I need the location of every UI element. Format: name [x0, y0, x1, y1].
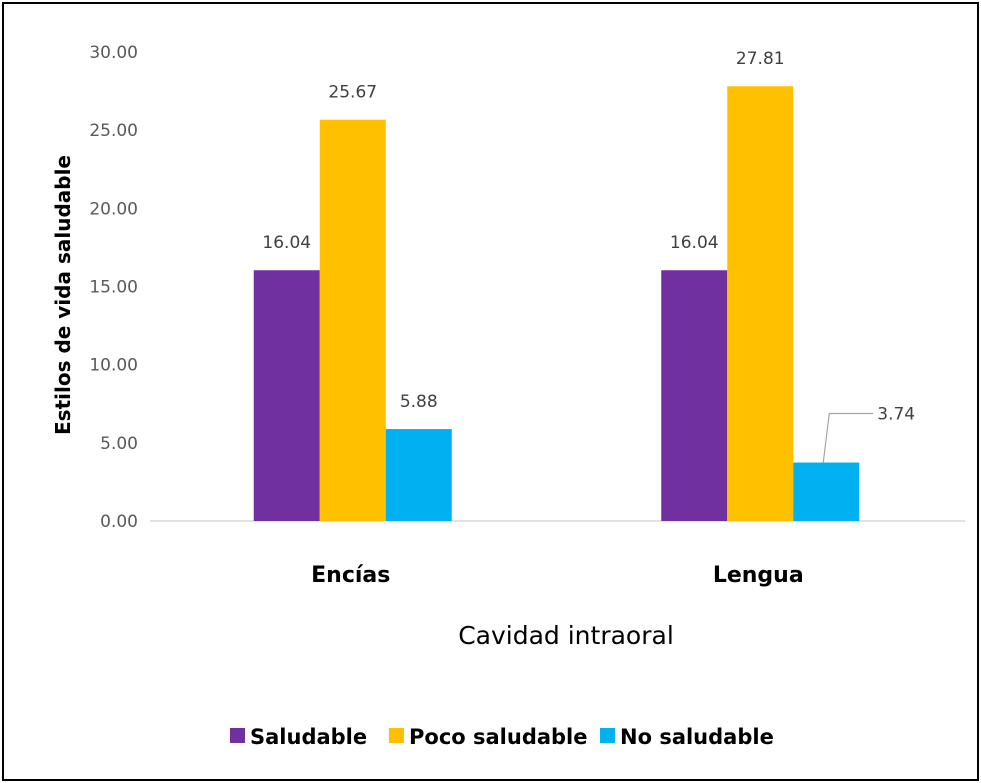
data-label: 16.04: [670, 233, 719, 253]
leader-line: [822, 412, 874, 463]
legend-swatch: [230, 728, 245, 743]
data-label: 5.88: [400, 392, 438, 412]
category-label: Lengua: [713, 563, 804, 588]
bar: [385, 429, 452, 521]
data-label: 27.81: [736, 49, 785, 69]
x-axis-title: Cavidad intraoral: [458, 621, 674, 650]
y-tick-label: 20.00: [89, 199, 138, 219]
legend-swatch: [600, 728, 615, 743]
y-tick-label: 25.00: [89, 121, 138, 141]
legend-label: Saludable: [250, 725, 367, 749]
y-axis-title: Estilos de vida saludable: [51, 155, 75, 435]
y-tick-label: 10.00: [89, 356, 138, 376]
bar: [319, 119, 386, 522]
data-label: 3.74: [877, 405, 915, 425]
legend-label: No saludable: [620, 725, 774, 749]
x-axis-categories: Encías Lengua: [311, 563, 804, 588]
bars: [253, 86, 860, 522]
data-label: 25.67: [328, 83, 377, 103]
data-label: 16.04: [262, 233, 311, 253]
bar: [253, 270, 320, 521]
y-tick-label: 15.00: [89, 278, 138, 298]
legend-swatch: [389, 728, 404, 743]
bar: [727, 86, 794, 521]
data-labels: 16.04 25.67 5.88 16.04 27.81 3.74: [262, 49, 915, 463]
y-tick-label: 5.00: [100, 434, 138, 454]
category-label: Encías: [311, 563, 390, 588]
legend: Saludable Poco saludable No saludable: [230, 725, 774, 749]
bar: [793, 462, 860, 521]
y-tick-label: 30.00: [89, 43, 138, 63]
y-tick-label: 0.00: [100, 512, 138, 532]
legend-label: Poco saludable: [409, 725, 588, 749]
bar: [661, 270, 728, 521]
y-axis-ticks: 0.00 5.00 10.00 15.00 20.00 25.00 30.00: [89, 43, 138, 532]
